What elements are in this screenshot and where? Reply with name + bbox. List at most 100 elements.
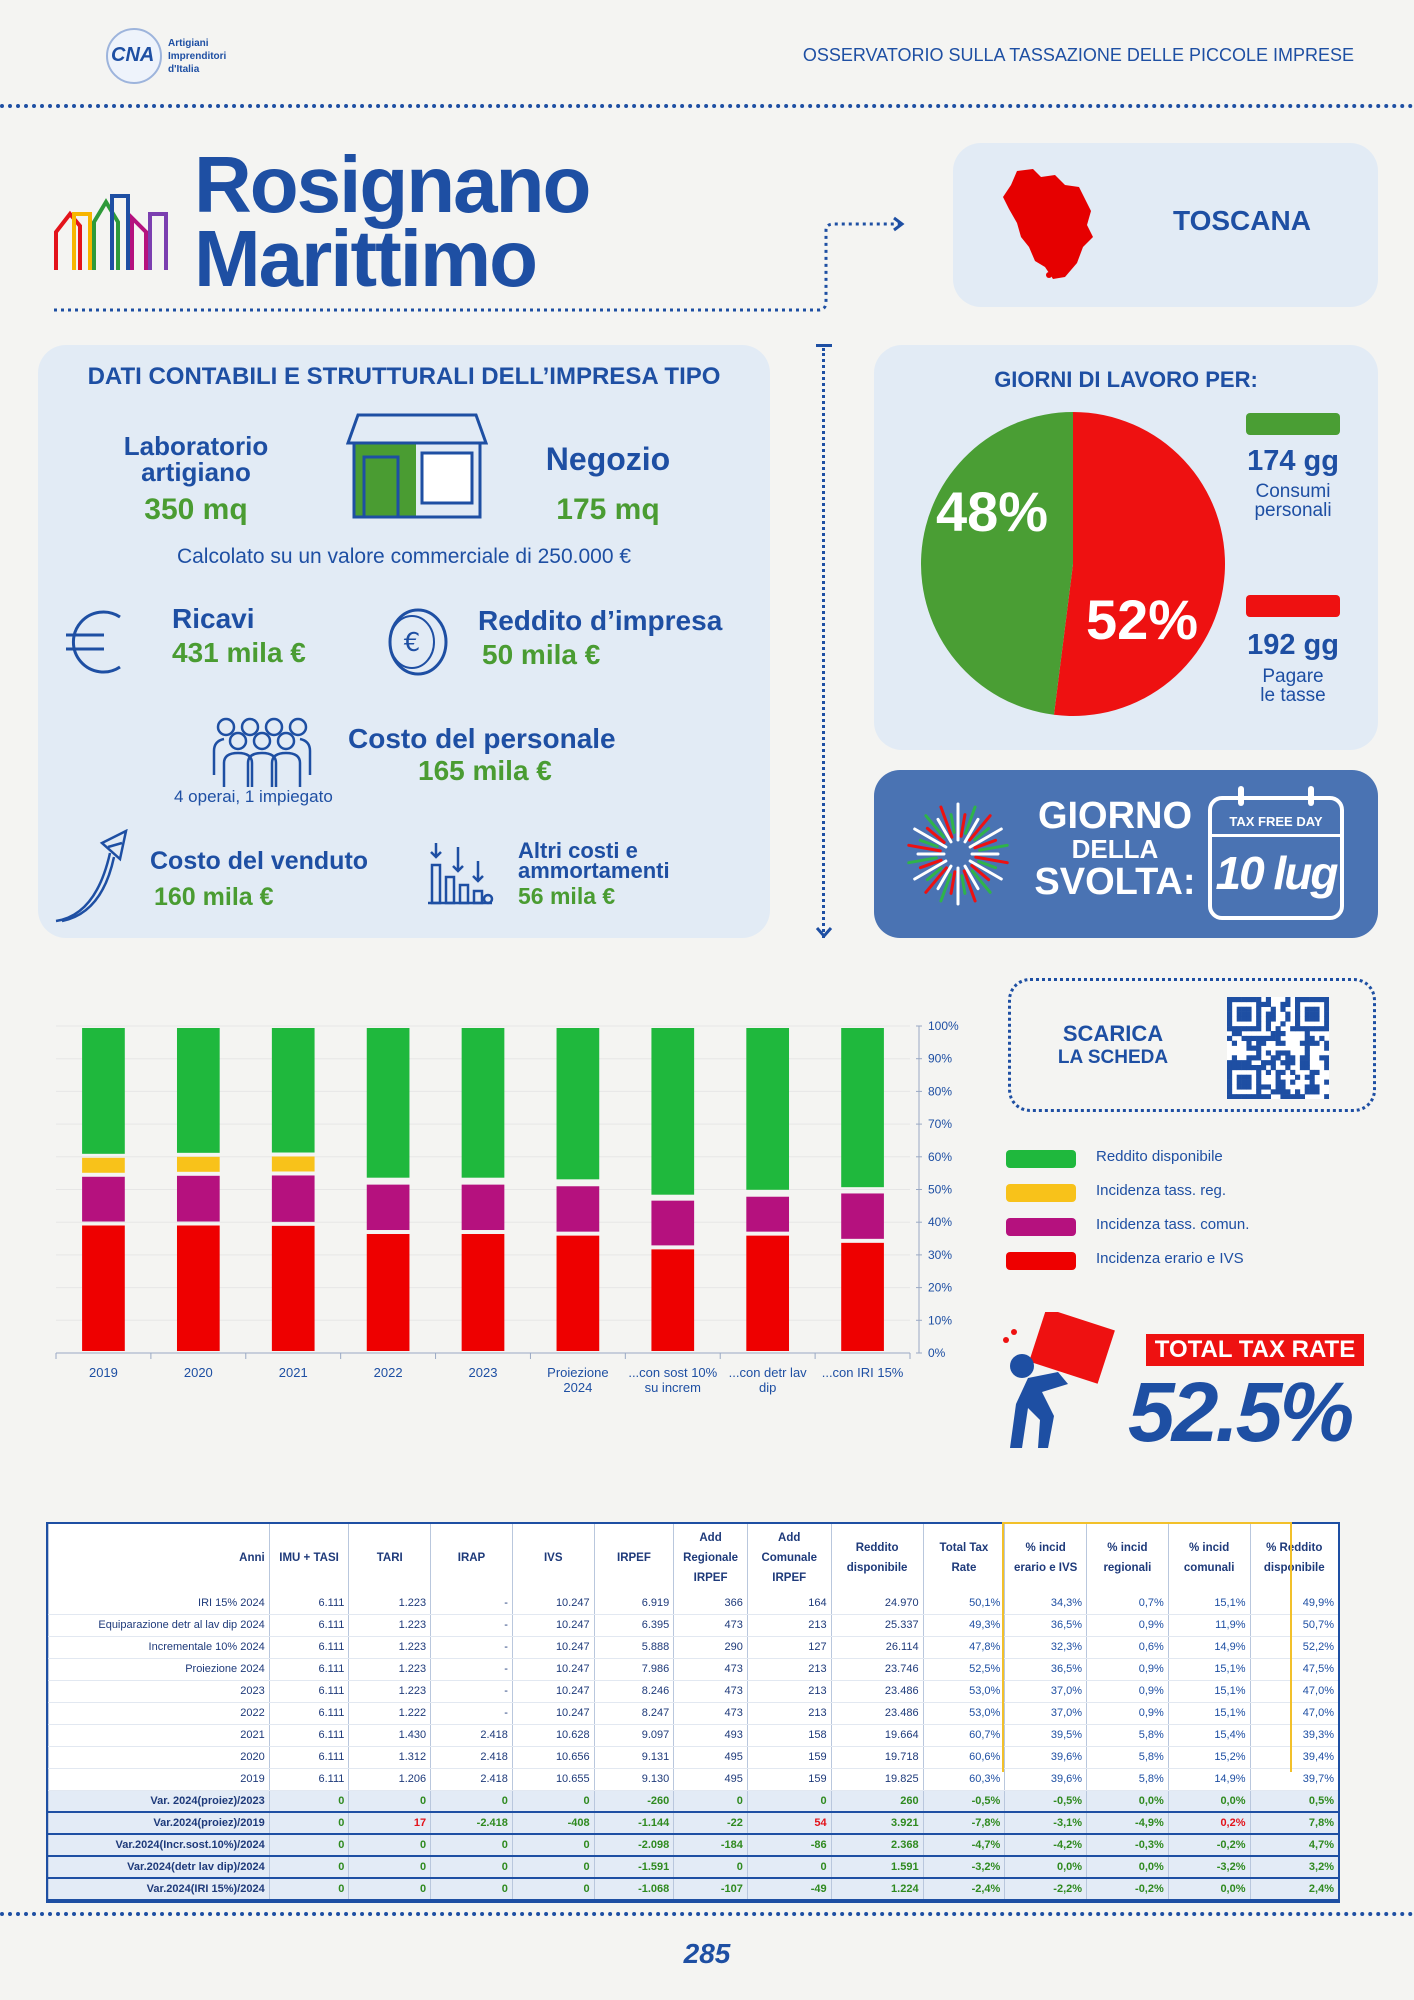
table-cell: -86 (746, 1834, 832, 1857)
qr-module (1309, 1016, 1315, 1022)
qr-module (1285, 1094, 1291, 1099)
table-header-cell: % incid comunali (1167, 1524, 1251, 1592)
qr-module (1246, 1026, 1252, 1032)
firework-ray (939, 805, 954, 839)
table-cell: Var.2024(proiez)/2019 (48, 1812, 270, 1835)
qr-module (1314, 997, 1320, 1003)
table-cell: Var. 2024(proiez)/2023 (48, 1790, 270, 1813)
table-cell: 6.111 (268, 1702, 349, 1725)
qr-module (1304, 1040, 1310, 1046)
qr-module (1309, 1026, 1315, 1032)
qr-module (1241, 1094, 1247, 1099)
qr-module (1251, 1065, 1257, 1071)
table-cell: 1.223 (348, 1614, 431, 1637)
table-header-cell: Anni (48, 1524, 270, 1592)
qr-module (1314, 1026, 1320, 1032)
qr-module (1304, 1065, 1310, 1071)
table-cell: -4,7% (922, 1834, 1005, 1857)
qr-module (1227, 1060, 1233, 1066)
table-cell: 47,5% (1249, 1658, 1338, 1681)
firework-ray (924, 866, 948, 894)
table-cell: Var.2024(detr lav dip)/2024 (48, 1856, 270, 1879)
table-cell: - (430, 1702, 513, 1725)
red-days-label: Pagare le tasse (1260, 666, 1326, 706)
table-header-cell: IRPEF (593, 1524, 674, 1592)
qr-module (1241, 1016, 1247, 1022)
qr-module (1275, 1050, 1281, 1056)
scarica-box[interactable]: SCARICA LA SCHEDA (1008, 978, 1376, 1112)
qr-code-icon[interactable] (1227, 997, 1329, 1099)
firework-ray (968, 827, 1003, 849)
bar-segment (271, 1175, 315, 1222)
qr-module (1236, 1079, 1242, 1085)
bar-segment (366, 1028, 410, 1178)
table-cell: 0,0% (1167, 1878, 1251, 1901)
qr-module (1236, 1074, 1242, 1080)
table-cell: 1.312 (348, 1746, 431, 1769)
qr-module (1295, 1021, 1301, 1027)
firework-ray (925, 866, 943, 882)
table-cell: 9.097 (593, 1724, 674, 1747)
chart-canvas: 0% 10% 20% 30% 40% 50% 60% 70% 80% 90% 100% 2019 202… (55, 1019, 959, 1395)
table-cell: 1.223 (348, 1680, 431, 1703)
bar-segment (746, 1028, 790, 1190)
table-cell: 6.111 (268, 1746, 349, 1769)
qr-module (1290, 1060, 1296, 1066)
qr-module (1256, 1089, 1262, 1095)
qr-module (1246, 1011, 1252, 1017)
table-cell: 10.247 (511, 1614, 595, 1637)
bar-segment (841, 1028, 884, 1188)
bar-segment (556, 1028, 600, 1180)
table-cell: 1.223 (348, 1592, 431, 1615)
qr-module (1236, 1026, 1242, 1032)
y-tick-label: 30% (928, 1248, 952, 1262)
qr-module (1246, 1045, 1252, 1051)
qr-module (1246, 997, 1252, 1003)
table-cell: 0,6% (1086, 1636, 1169, 1659)
firework-ray (907, 843, 942, 853)
table-cell: 0 (348, 1834, 431, 1857)
firework-ray (924, 814, 946, 839)
y-tick-label: 40% (928, 1215, 952, 1229)
table-cell: 5,8% (1086, 1768, 1169, 1791)
table-cell: 0 (430, 1878, 513, 1901)
bar-segment (176, 1156, 220, 1172)
qr-module (1285, 1050, 1291, 1056)
total-tax-rate-label: TOTAL TAX RATE (1146, 1334, 1364, 1366)
vertical-connector-top-cap (816, 344, 832, 347)
table-cell: 54 (746, 1812, 832, 1835)
bar-segment (841, 1242, 884, 1351)
table-cell: Var.2024(IRI 15%)/2024 (48, 1878, 270, 1901)
table-header-cell: Total Tax Rate (922, 1524, 1005, 1592)
qr-module (1280, 1031, 1286, 1037)
table-cell: 213 (746, 1702, 832, 1725)
qr-module (1304, 1050, 1310, 1056)
table-cell: 0 (673, 1790, 748, 1813)
qr-module (1285, 1060, 1291, 1066)
qr-module (1319, 1035, 1325, 1042)
qr-module (1314, 1084, 1320, 1090)
qr-module (1231, 1060, 1238, 1066)
table-header-cell: Add Comunale IRPEF (746, 1524, 832, 1592)
table-header-cell: IVS (511, 1524, 595, 1592)
table-cell: 0,0% (1086, 1790, 1169, 1813)
bar-segment (651, 1028, 695, 1195)
qr-module (1251, 1026, 1257, 1032)
table-cell: 2.368 (830, 1834, 924, 1857)
table-cell: 24.970 (830, 1592, 924, 1615)
qr-module (1324, 1060, 1329, 1066)
table-cell: 0 (746, 1856, 832, 1879)
qr-module (1236, 1060, 1242, 1066)
region-name: TOSCANA (1173, 205, 1311, 236)
qr-module (1236, 1016, 1242, 1022)
qr-module (1299, 1060, 1306, 1066)
qr-module (1227, 1021, 1233, 1027)
table-cell: 0 (348, 1856, 431, 1879)
page-number: 285 (683, 1938, 731, 1969)
qr-module (1231, 1065, 1238, 1071)
table-cell: 2,4% (1249, 1878, 1338, 1901)
table-cell: 23.746 (830, 1658, 924, 1681)
bar-segment (366, 1184, 410, 1231)
qr-module (1256, 1094, 1262, 1099)
personale-note: 4 operai, 1 impiegato (174, 787, 333, 806)
